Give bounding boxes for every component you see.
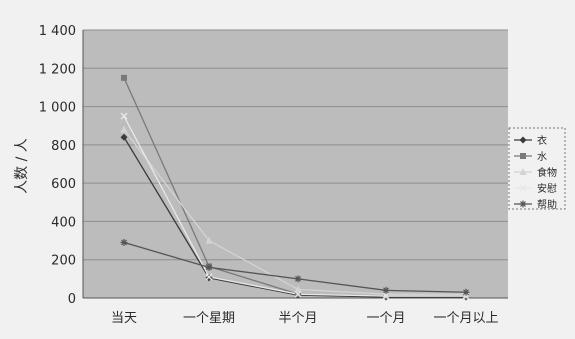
data-point: [294, 290, 302, 298]
data-point: [120, 238, 128, 246]
x-axis: 当天 一个星期 半个月 一个月 一个月以上: [83, 297, 508, 326]
plot-area-background: [83, 30, 508, 298]
data-point: [120, 133, 128, 141]
data-point: [205, 273, 213, 281]
y-tick-label: 400: [51, 215, 76, 230]
x-tick-label: 一个月以上: [433, 311, 498, 326]
y-tick-label: 800: [51, 139, 76, 154]
legend-box: [508, 127, 566, 210]
data-point: [382, 286, 390, 294]
legend-label: 水: [537, 151, 547, 163]
legend-marker: [520, 153, 526, 159]
legend-marker: [519, 184, 527, 192]
series-markers: [120, 74, 470, 301]
data-point: [294, 285, 302, 293]
legend-marker: [519, 168, 527, 175]
data-point: [120, 125, 128, 133]
legend-label: 帮助: [537, 198, 557, 211]
data-point: [294, 275, 302, 283]
data-point: [121, 74, 127, 81]
y-tick-label: 0: [68, 292, 76, 307]
data-point: [205, 236, 213, 244]
data-point: [205, 263, 213, 271]
y-tick-label: 1 200: [39, 62, 76, 77]
y-tick-label: 600: [51, 177, 76, 192]
y-tick-label: 1 400: [39, 24, 76, 39]
x-tick-label: 一个星期: [183, 311, 235, 326]
y-tick-label: 200: [51, 254, 76, 269]
legend-marker: [519, 136, 527, 144]
data-point: [382, 292, 390, 300]
x-tick-label: 一个月: [366, 311, 405, 326]
legend-label: 衣: [537, 134, 547, 147]
x-tick-label: 当天: [111, 311, 137, 326]
legend-label: 食物: [537, 166, 557, 179]
y-tick-label: 1 000: [39, 101, 76, 116]
legend-marker: [519, 200, 527, 208]
data-point: [120, 112, 128, 120]
data-point: [462, 288, 470, 296]
legend-label: 安慰: [537, 182, 557, 195]
y-axis-title: 人数 / 人: [14, 138, 30, 194]
y-axis: 0 200 400 600 800 1 000 1 200 1 400: [39, 24, 84, 307]
x-tick-label: 半个月: [278, 311, 317, 326]
